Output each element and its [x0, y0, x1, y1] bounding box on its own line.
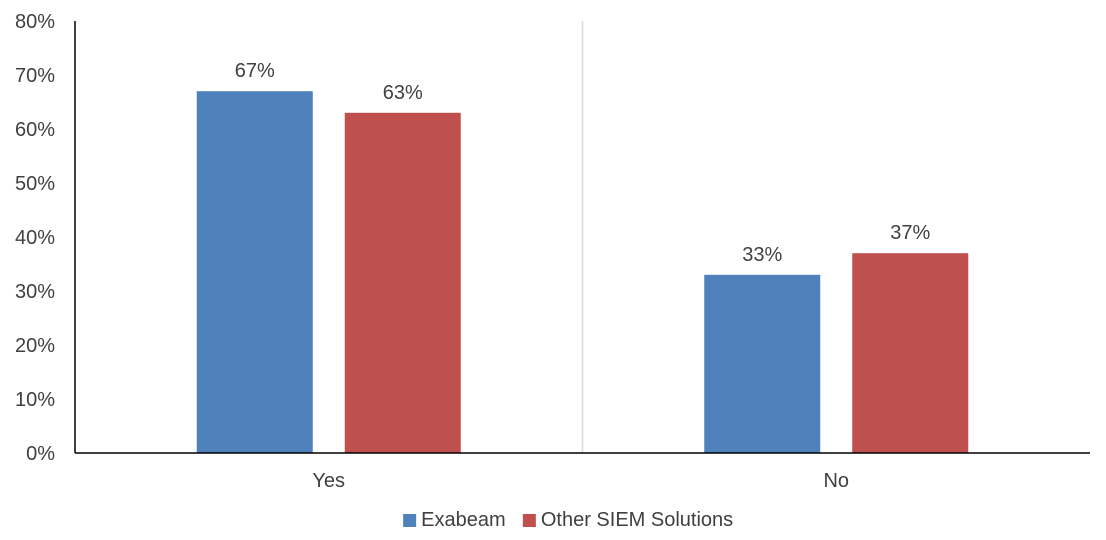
y-tick-label: 70% — [15, 65, 55, 87]
legend-swatch-other-siem-solutions — [522, 514, 536, 527]
data-label-other-siem-solutions-no: 37% — [890, 222, 930, 244]
y-tick-label: 60% — [15, 119, 55, 141]
bars — [196, 91, 969, 454]
legend-item-other-siem-solutions: Other SIEM Solutions — [522, 509, 733, 531]
legend-swatch-exabeam — [403, 514, 417, 527]
y-tick-label: 40% — [15, 227, 55, 249]
data-label-exabeam-no: 33% — [742, 244, 782, 266]
data-label-other-siem-solutions-yes: 63% — [383, 82, 423, 104]
legend-item-exabeam: Exabeam — [403, 509, 506, 531]
bar-other-siem-solutions-no — [852, 253, 969, 453]
y-tick-label: 0% — [26, 443, 55, 465]
y-tick-label: 10% — [15, 389, 55, 411]
y-tick-label: 50% — [15, 173, 55, 195]
bar-other-siem-solutions-yes — [344, 112, 461, 454]
y-tick-label: 20% — [15, 335, 55, 357]
x-tick-label-yes: Yes — [312, 470, 345, 492]
y-axis-ticks: 0% 10% 20% 30% 40% 50% 60% 70% 80% — [15, 11, 55, 465]
data-labels: 67% 63% 33% 37% — [235, 60, 931, 266]
bar-exabeam-no — [704, 274, 821, 453]
x-axis-labels: Yes No — [312, 470, 849, 492]
y-tick-label: 30% — [15, 281, 55, 303]
x-tick-label-no: No — [823, 470, 849, 492]
data-label-exabeam-yes: 67% — [235, 60, 275, 82]
legend: Exabeam Other SIEM Solutions — [403, 509, 733, 531]
legend-label-exabeam: Exabeam — [421, 509, 506, 531]
bar-exabeam-yes — [196, 91, 313, 453]
legend-label-other-siem-solutions: Other SIEM Solutions — [541, 509, 733, 531]
y-tick-label: 80% — [15, 11, 55, 33]
